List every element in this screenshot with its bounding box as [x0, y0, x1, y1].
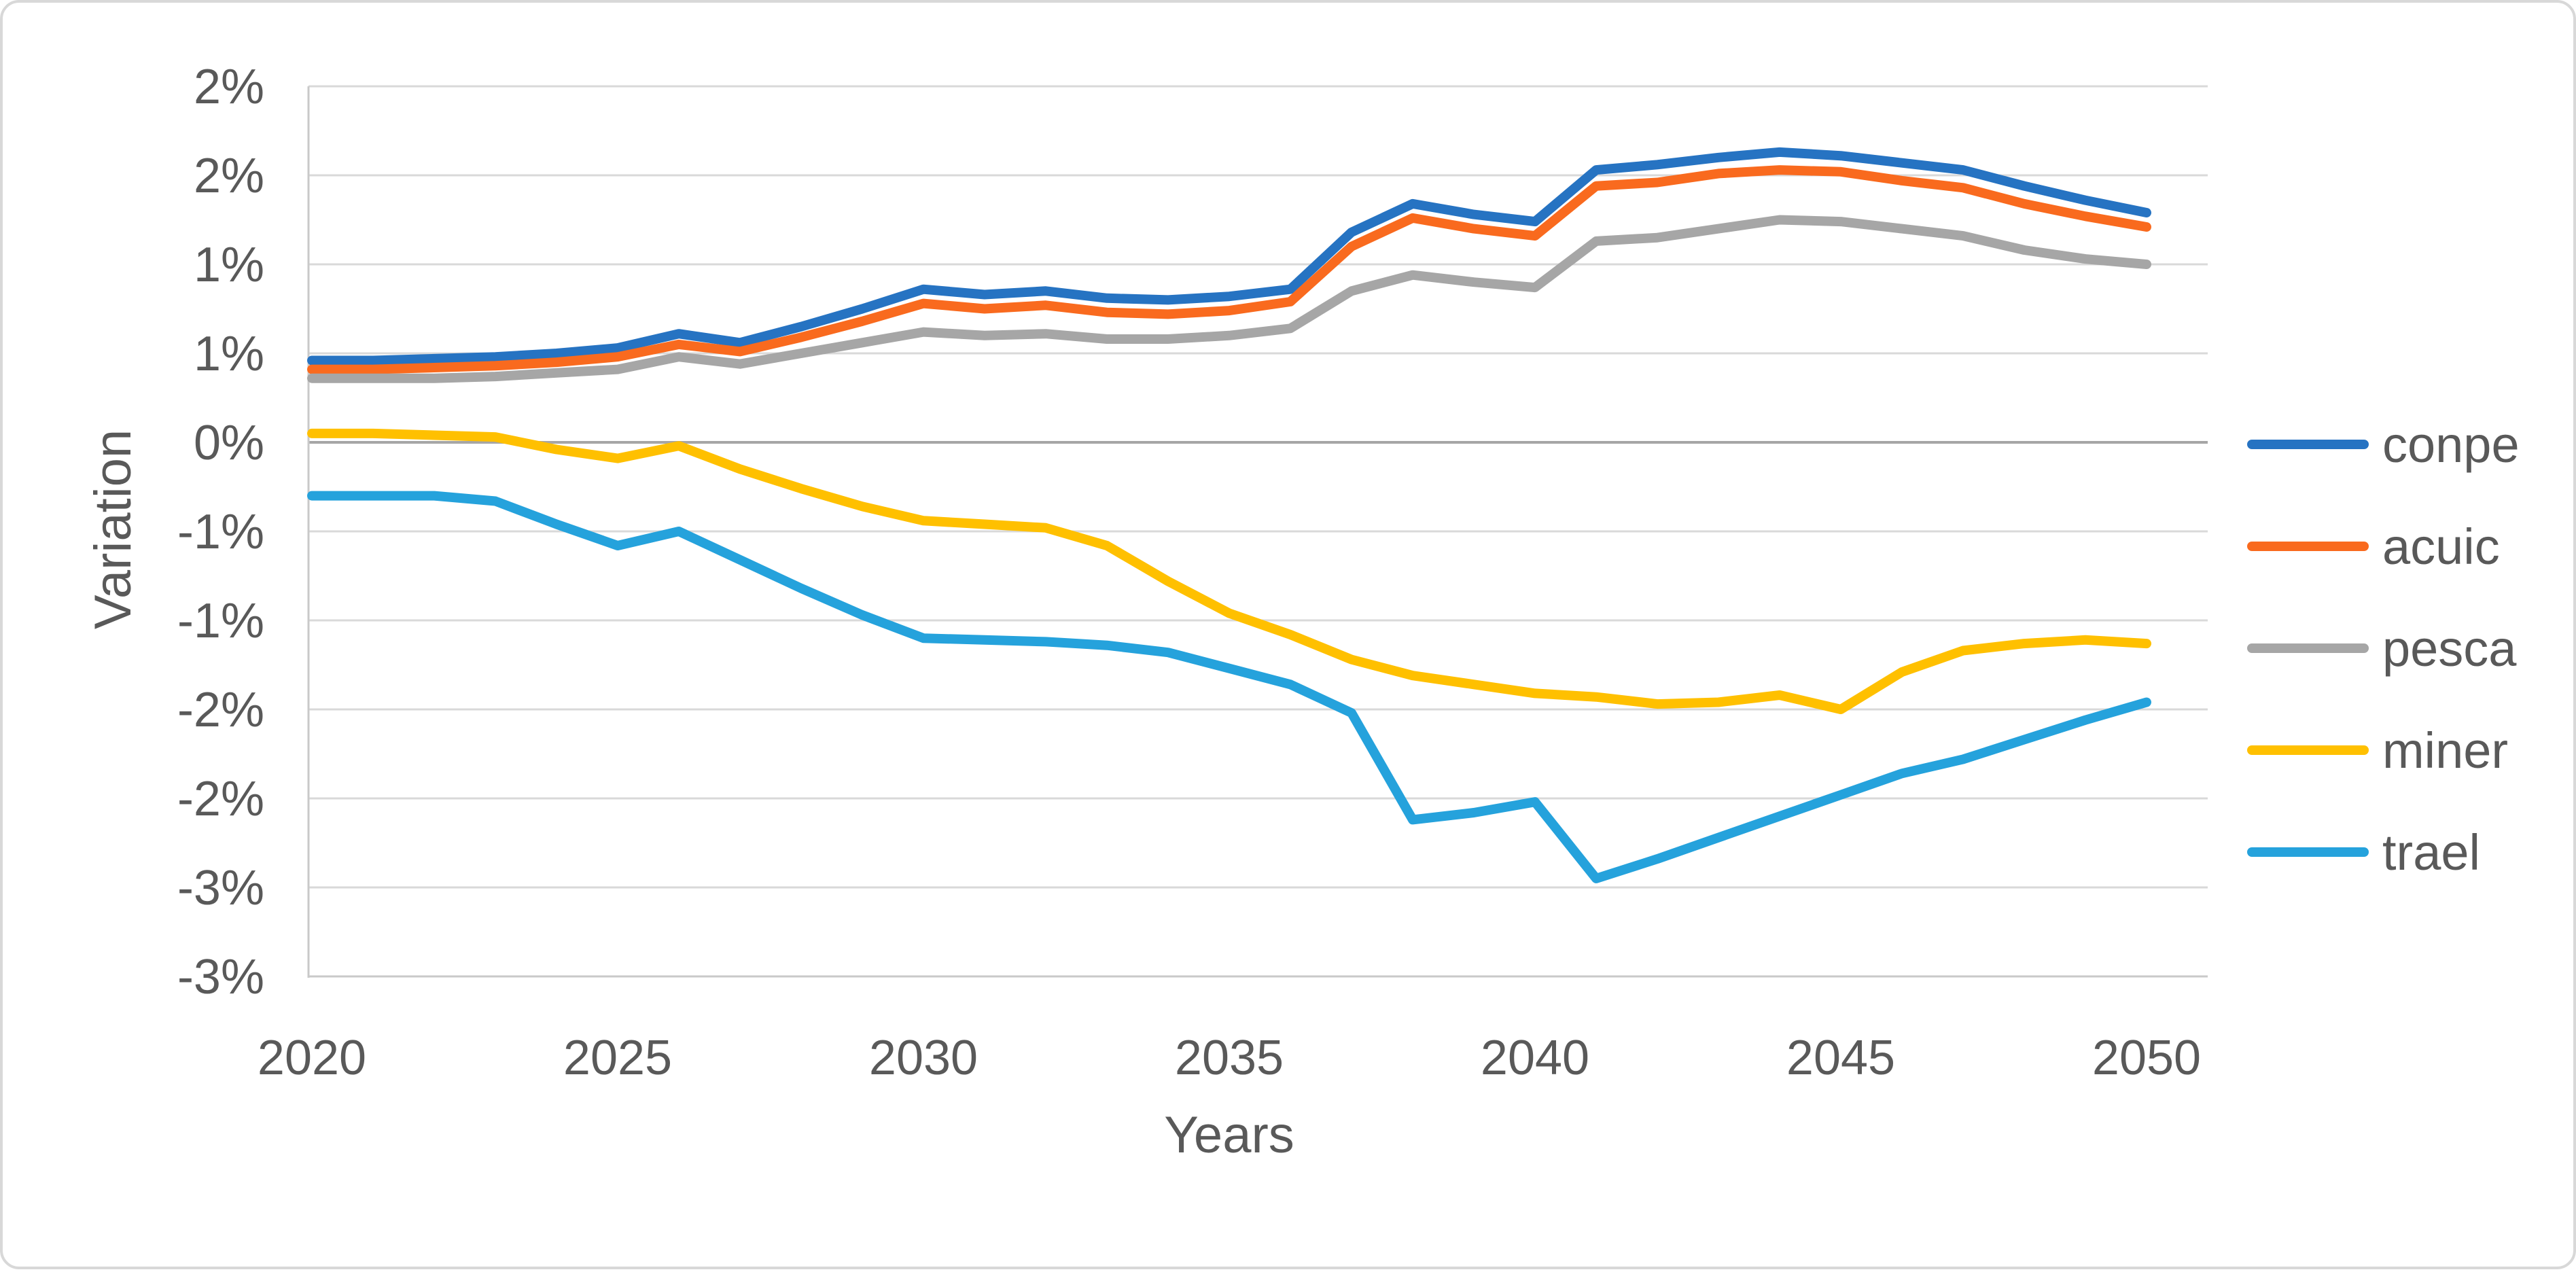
y-tick-label: -3% [177, 950, 264, 1004]
x-tick-label: 2050 [2092, 1031, 2201, 1085]
x-tick-label: 2040 [1481, 1031, 1589, 1085]
legend-label-conpe: conpe [2382, 417, 2520, 473]
x-tick-label: 2025 [563, 1031, 672, 1085]
series-line-acuic [307, 165, 2151, 374]
y-tick-label: -3% [177, 861, 264, 915]
x-tick-label: 2030 [869, 1031, 978, 1085]
legend-label-trael: trael [2382, 824, 2480, 881]
series-line-miner [307, 428, 2151, 714]
series-line-pesca [307, 215, 2151, 383]
y-tick-label: -1% [177, 594, 264, 648]
series-line-conpe [307, 147, 2151, 366]
x-tick-label: 2035 [1175, 1031, 1284, 1085]
x-tick-label: 2020 [258, 1031, 366, 1085]
y-tick-label: -1% [177, 505, 264, 559]
legend-label-miner: miner [2382, 722, 2508, 779]
line-chart: 2% 2% 1% 1% 0% -1% -1% -2% -2% -3% -3% 2020 2025 2030… [84, 60, 2520, 1164]
y-tick-label: 1% [194, 327, 264, 381]
y-tick-label: 2% [194, 149, 264, 203]
x-tick-label: 2045 [1786, 1031, 1895, 1085]
y-axis-title: Variation [84, 429, 142, 629]
y-tick-label: -2% [177, 772, 264, 826]
y-tick-label: 1% [194, 238, 264, 292]
legend-label-pesca: pesca [2382, 620, 2517, 677]
legend-label-acuic: acuic [2382, 518, 2500, 575]
y-tick-label: 2% [194, 60, 264, 114]
y-tick-label: 0% [194, 416, 264, 470]
x-axis-title: Years [1164, 1106, 1294, 1164]
y-tick-label: -2% [177, 683, 264, 737]
series-line-trael [307, 491, 2151, 883]
